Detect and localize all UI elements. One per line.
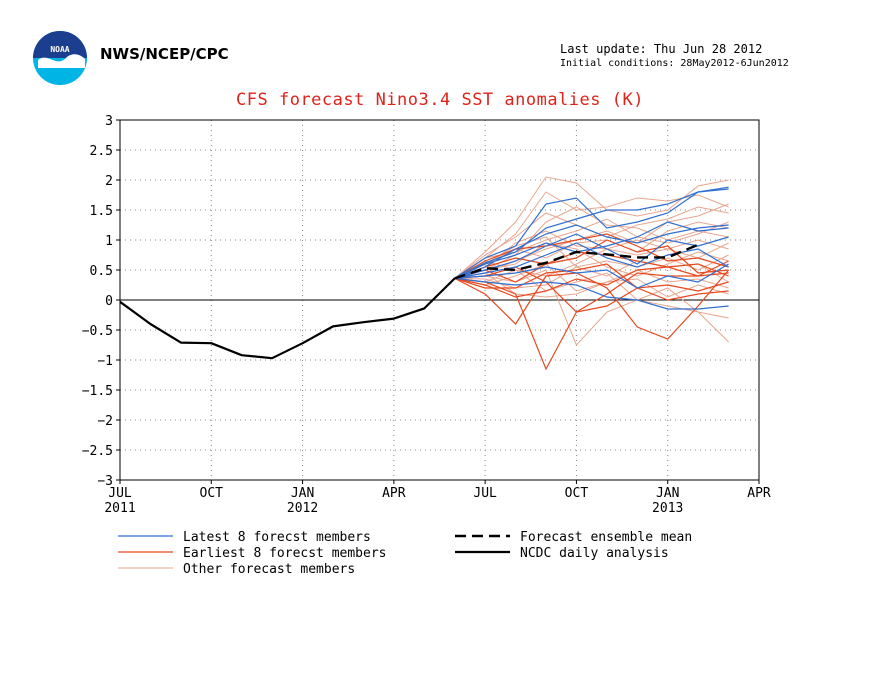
grid-layer	[120, 119, 759, 481]
ncdc-analysis-line	[119, 277, 456, 360]
latest-member-line	[454, 233, 729, 279]
y-tick-label: 1	[105, 234, 113, 249]
y-tick-label: −1.5	[82, 384, 113, 399]
x-tick-label: OCT	[200, 486, 224, 501]
latest-member-line	[454, 242, 729, 279]
x-tick-year-label: 2012	[287, 501, 318, 516]
agency-label: NWS/NCEP/CPC	[100, 45, 229, 63]
y-tick-label: 0.5	[90, 264, 113, 279]
y-tick-label: 0	[105, 294, 113, 309]
x-tick-label: JAN	[656, 486, 679, 501]
y-tick-label: 1.5	[90, 204, 113, 219]
y-tick-label: −2	[97, 414, 113, 429]
forecast-members-layer	[454, 176, 730, 371]
x-tick-label: JUL	[108, 486, 132, 501]
noaa-logo: NOAA	[33, 31, 87, 85]
other-member-line	[454, 263, 729, 298]
x-tick-label: OCT	[565, 486, 589, 501]
plot-frame	[119, 119, 760, 481]
earliest-member-line	[454, 263, 729, 292]
latest-member-line	[454, 224, 729, 279]
earliest-member-line	[454, 263, 729, 298]
legend-label-earliest: Earliest 8 forecst members	[183, 546, 387, 561]
latest-member-line	[454, 263, 729, 289]
x-tick-label: APR	[747, 486, 771, 501]
latest-member-line	[454, 221, 729, 279]
initial-conditions: Initial conditions: 28May2012-6Jun2012	[560, 58, 789, 69]
y-tick-label: −3	[97, 474, 113, 489]
chart-title: CFS forecast Nino3.4 SST anomalies (K)	[236, 90, 644, 110]
last-update: Last update: Thu Jun 28 2012	[560, 42, 763, 56]
earliest-member-line	[454, 260, 729, 313]
ensemble-mean-line	[454, 243, 699, 280]
y-tick-label: 2	[105, 174, 113, 189]
y-tick-label: −2.5	[82, 444, 113, 459]
legend-label-mean: Forecast ensemble mean	[520, 530, 692, 545]
latest-member-line	[454, 188, 729, 279]
y-tick-label: 2.5	[90, 144, 113, 159]
legend-label-other: Other forecast members	[183, 562, 355, 577]
legend-label-latest: Latest 8 forecst members	[183, 530, 371, 545]
legend-label-analysis: NCDC daily analysis	[520, 546, 669, 561]
other-member-line	[454, 269, 729, 346]
earliest-member-line	[454, 277, 729, 371]
y-tick-label: −0.5	[82, 324, 113, 339]
analysis-and-mean-layer	[119, 243, 699, 360]
axes-layer: 32.521.510.50−0.5−1−1.5−2−2.5−3JUL2011OC…	[82, 114, 771, 516]
other-member-line	[454, 242, 729, 279]
x-tick-year-label: 2011	[104, 501, 135, 516]
y-tick-label: −1	[97, 354, 113, 369]
latest-member-line	[454, 277, 729, 310]
earliest-member-line	[454, 269, 730, 340]
x-tick-year-label: 2013	[652, 501, 683, 516]
logo-text: NOAA	[50, 45, 69, 54]
x-tick-label: APR	[382, 486, 406, 501]
y-tick-label: 3	[105, 114, 113, 129]
x-tick-label: JUL	[473, 486, 497, 501]
earliest-member-line	[454, 233, 729, 279]
x-tick-label: JAN	[291, 486, 314, 501]
